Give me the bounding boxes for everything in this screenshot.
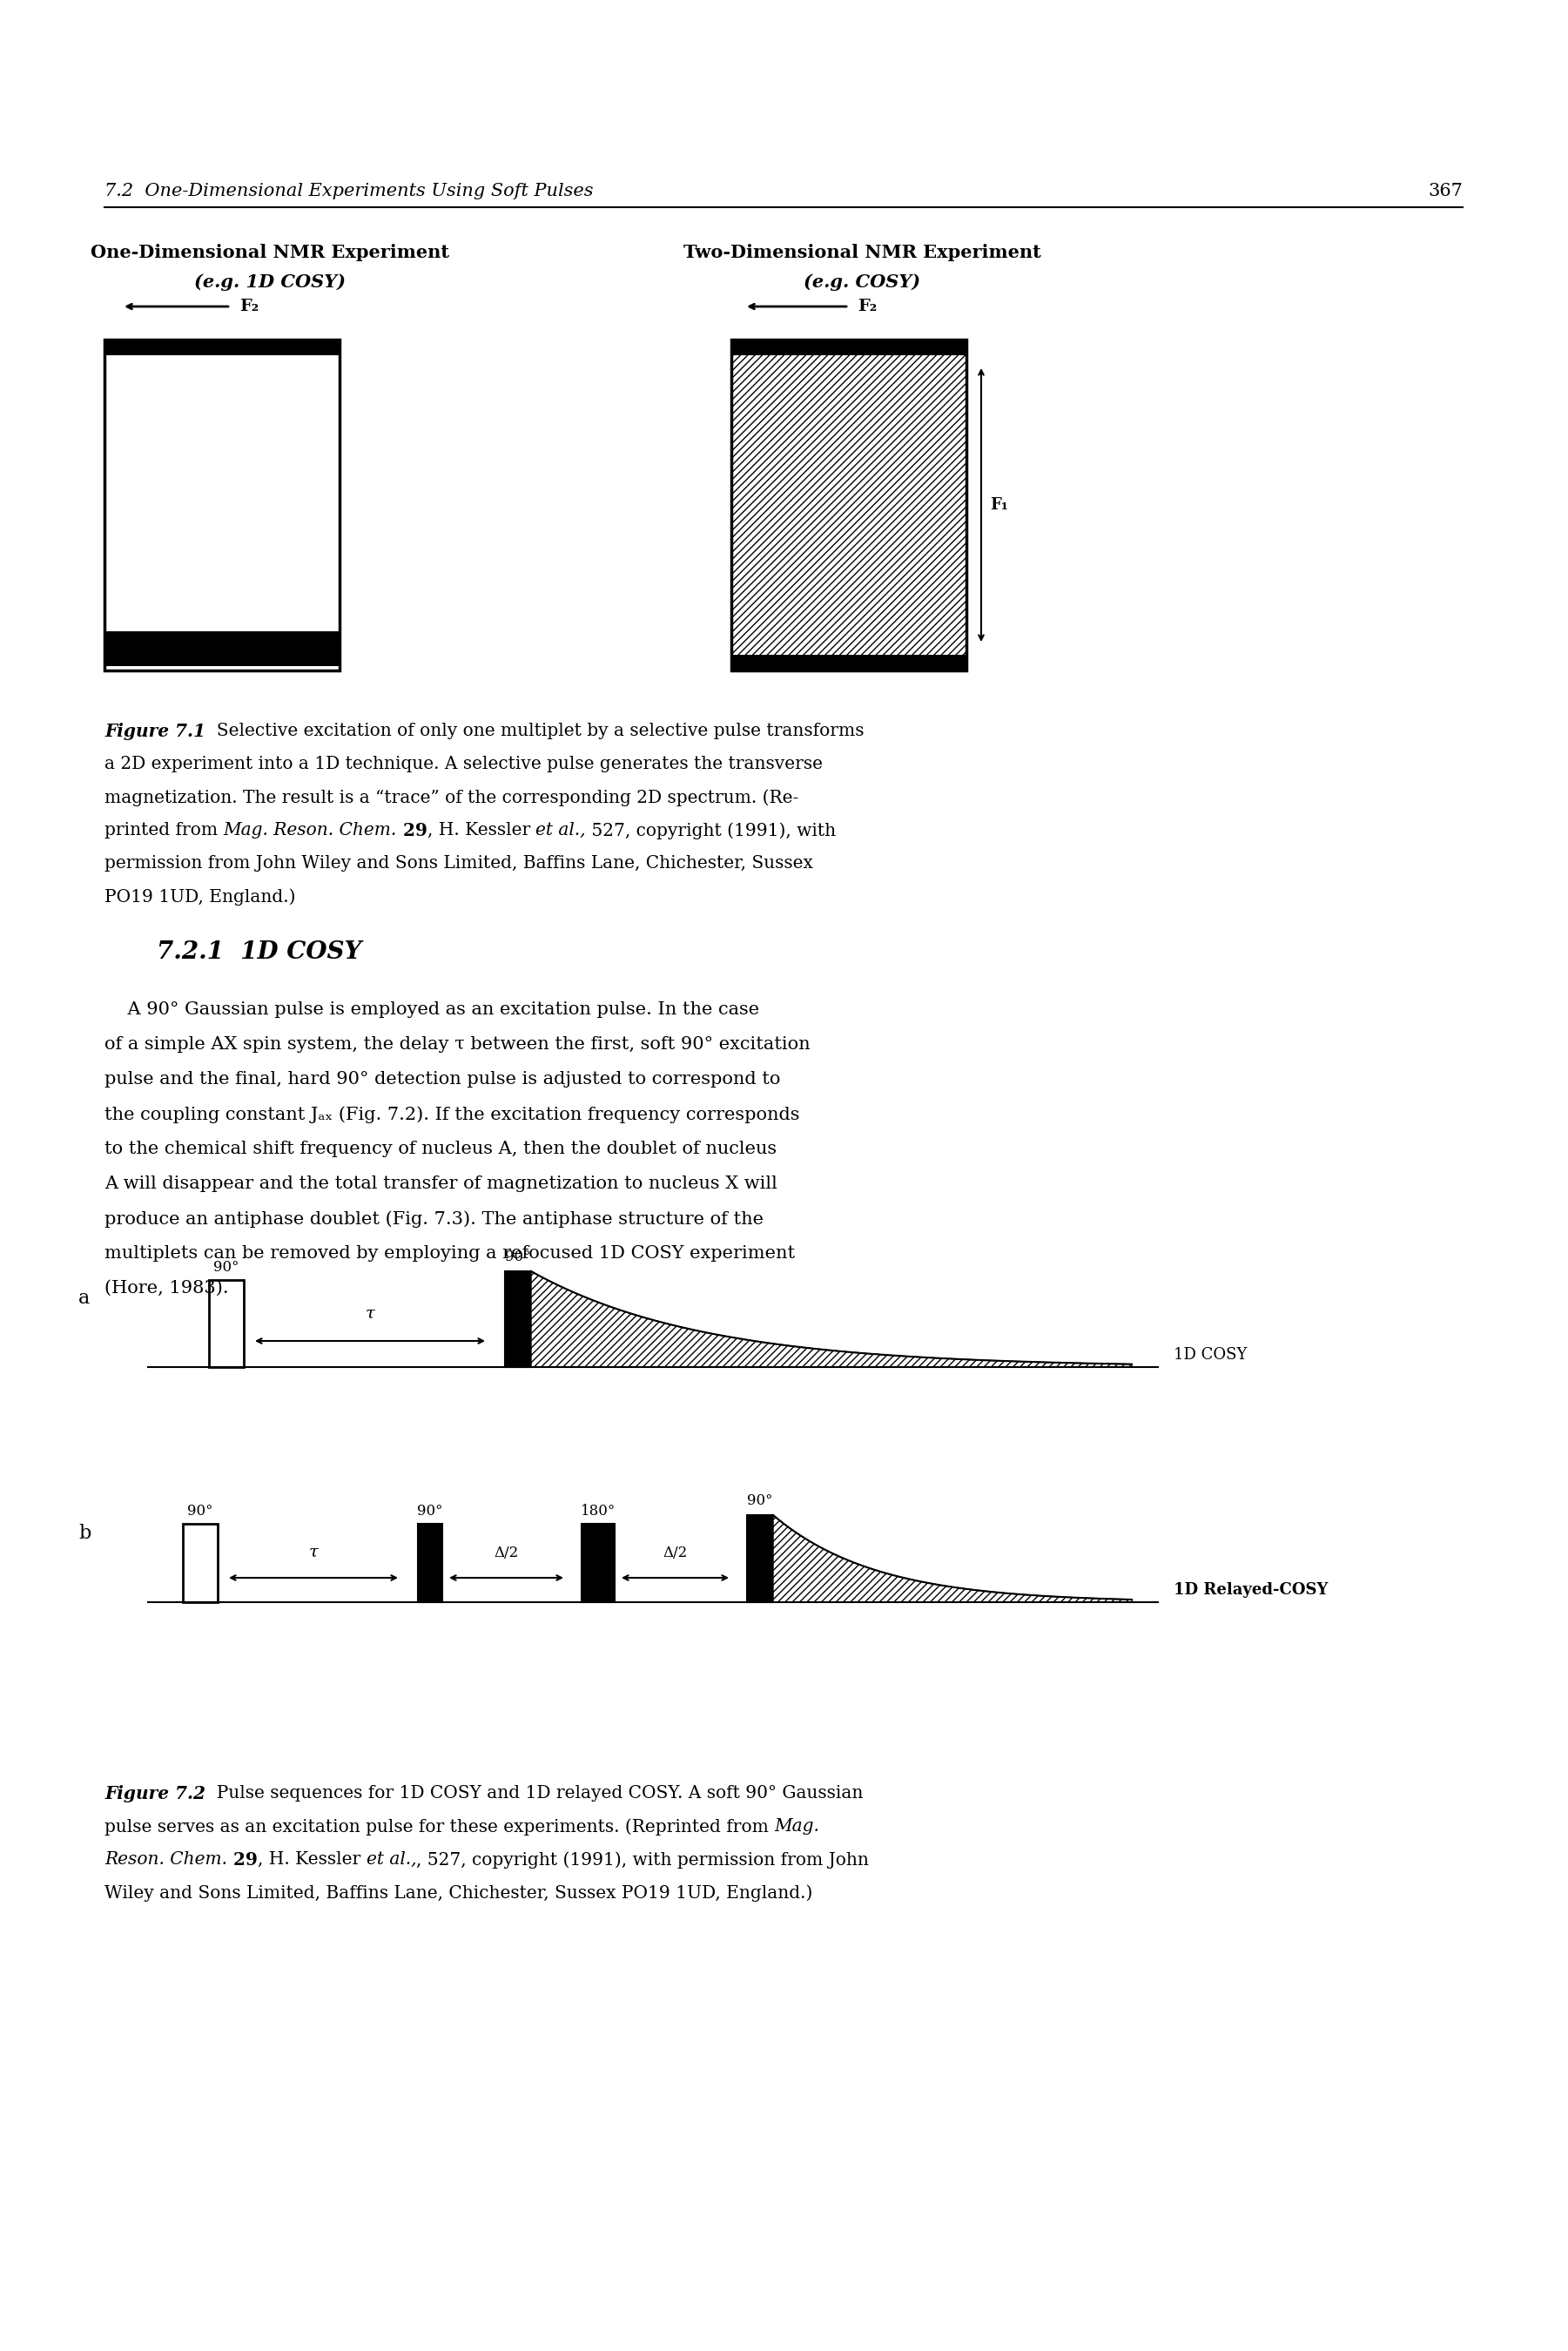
Text: (e.g. COSY): (e.g. COSY) bbox=[803, 273, 920, 292]
Bar bbox=[209, 1279, 243, 1366]
Text: τ: τ bbox=[309, 1545, 318, 1561]
Text: PO19 1UD, England.): PO19 1UD, England.) bbox=[105, 889, 296, 905]
Bar bbox=[505, 1272, 532, 1366]
Text: (e.g. 1D COSY): (e.g. 1D COSY) bbox=[194, 273, 345, 292]
Text: permission from John Wiley and Sons Limited, Baffins Lane, Chichester, Sussex: permission from John Wiley and Sons Limi… bbox=[105, 856, 814, 872]
Bar bbox=[105, 632, 340, 665]
Text: produce an antiphase doublet (Fig. 7.3). The antiphase structure of the: produce an antiphase doublet (Fig. 7.3).… bbox=[105, 1211, 764, 1227]
Bar bbox=[183, 1523, 218, 1601]
Text: , H. Kessler: , H. Kessler bbox=[257, 1850, 365, 1867]
Text: a 2D experiment into a 1D technique. A selective pulse generates the transverse: a 2D experiment into a 1D technique. A s… bbox=[105, 755, 823, 773]
Text: the coupling constant Jₐₓ (Fig. 7.2). If the excitation frequency corresponds: the coupling constant Jₐₓ (Fig. 7.2). If… bbox=[105, 1105, 800, 1124]
Text: 180°: 180° bbox=[580, 1505, 616, 1519]
Text: magnetization. The result is a “trace” of the corresponding 2D spectrum. (Re-: magnetization. The result is a “trace” o… bbox=[105, 790, 798, 806]
Text: to the chemical shift frequency of nucleus A, then the doublet of nucleus: to the chemical shift frequency of nucle… bbox=[105, 1140, 776, 1157]
Text: Wiley and Sons Limited, Baffins Lane, Chichester, Sussex PO19 1UD, England.): Wiley and Sons Limited, Baffins Lane, Ch… bbox=[105, 1883, 812, 1902]
Text: 90°: 90° bbox=[748, 1493, 773, 1507]
Polygon shape bbox=[773, 1514, 1132, 1601]
Bar bbox=[731, 339, 966, 670]
Text: 1D COSY: 1D COSY bbox=[1173, 1347, 1247, 1364]
Bar bbox=[746, 1514, 773, 1601]
Text: printed from: printed from bbox=[105, 823, 223, 839]
Bar bbox=[105, 339, 340, 670]
Text: A will disappear and the total transfer of magnetization to nucleus X will: A will disappear and the total transfer … bbox=[105, 1176, 778, 1192]
Text: Reson. Chem.: Reson. Chem. bbox=[105, 1850, 227, 1867]
Text: , H. Kessler: , H. Kessler bbox=[426, 823, 536, 839]
Bar bbox=[419, 1523, 442, 1601]
Text: , 527, copyright (1991), with permission from John: , 527, copyright (1991), with permission… bbox=[416, 1850, 869, 1869]
Text: 1D Relayed-COSY: 1D Relayed-COSY bbox=[1173, 1582, 1328, 1599]
Text: One-Dimensional NMR Experiment: One-Dimensional NMR Experiment bbox=[91, 245, 450, 261]
Text: F₂: F₂ bbox=[858, 299, 877, 315]
Text: τ: τ bbox=[365, 1307, 375, 1321]
Text: multiplets can be removed by employing a refocused 1D COSY experiment: multiplets can be removed by employing a… bbox=[105, 1246, 795, 1262]
Text: Δ/2: Δ/2 bbox=[494, 1545, 519, 1561]
Text: Pulse sequences for 1D COSY and 1D relayed COSY. A soft 90° Gaussian: Pulse sequences for 1D COSY and 1D relay… bbox=[205, 1784, 862, 1801]
Bar bbox=[582, 1523, 615, 1601]
Text: Mag. Reson. Chem.: Mag. Reson. Chem. bbox=[223, 823, 397, 839]
Text: (Hore, 1983).: (Hore, 1983). bbox=[105, 1279, 229, 1295]
Polygon shape bbox=[532, 1272, 1132, 1366]
Text: 90°: 90° bbox=[188, 1505, 213, 1519]
Text: Figure 7.1: Figure 7.1 bbox=[105, 722, 205, 741]
Text: b: b bbox=[78, 1523, 91, 1542]
Text: pulse and the final, hard 90° detection pulse is adjusted to correspond to: pulse and the final, hard 90° detection … bbox=[105, 1072, 781, 1089]
Text: et al.,: et al., bbox=[365, 1850, 416, 1867]
Text: Mag.: Mag. bbox=[775, 1817, 820, 1834]
Text: 90°: 90° bbox=[417, 1505, 442, 1519]
Bar bbox=[105, 339, 340, 355]
Text: 90°: 90° bbox=[505, 1248, 532, 1265]
Text: A 90° Gaussian pulse is employed as an excitation pulse. In the case: A 90° Gaussian pulse is employed as an e… bbox=[105, 1002, 759, 1018]
Text: 29: 29 bbox=[227, 1850, 257, 1869]
Text: pulse serves as an excitation pulse for these experiments. (Reprinted from: pulse serves as an excitation pulse for … bbox=[105, 1817, 775, 1836]
Text: F₁: F₁ bbox=[989, 496, 1008, 513]
Bar bbox=[731, 656, 966, 670]
Text: 90°: 90° bbox=[213, 1260, 240, 1274]
Text: a: a bbox=[78, 1288, 89, 1307]
Text: 527, copyright (1991), with: 527, copyright (1991), with bbox=[586, 823, 836, 839]
Bar bbox=[731, 339, 966, 355]
Text: 367: 367 bbox=[1428, 183, 1463, 200]
Text: F₂: F₂ bbox=[240, 299, 259, 315]
Text: 29: 29 bbox=[397, 823, 426, 839]
Text: Two-Dimensional NMR Experiment: Two-Dimensional NMR Experiment bbox=[684, 245, 1041, 261]
Text: Selective excitation of only one multiplet by a selective pulse transforms: Selective excitation of only one multipl… bbox=[205, 722, 864, 738]
Text: Figure 7.2: Figure 7.2 bbox=[105, 1784, 205, 1803]
Text: of a simple AX spin system, the delay τ between the first, soft 90° excitation: of a simple AX spin system, the delay τ … bbox=[105, 1037, 811, 1053]
Text: Δ/2: Δ/2 bbox=[663, 1545, 687, 1561]
Text: et al.,: et al., bbox=[536, 823, 586, 839]
Text: 7.2.1  1D COSY: 7.2.1 1D COSY bbox=[157, 940, 362, 964]
Text: 7.2  One-Dimensional Experiments Using Soft Pulses: 7.2 One-Dimensional Experiments Using So… bbox=[105, 183, 593, 200]
